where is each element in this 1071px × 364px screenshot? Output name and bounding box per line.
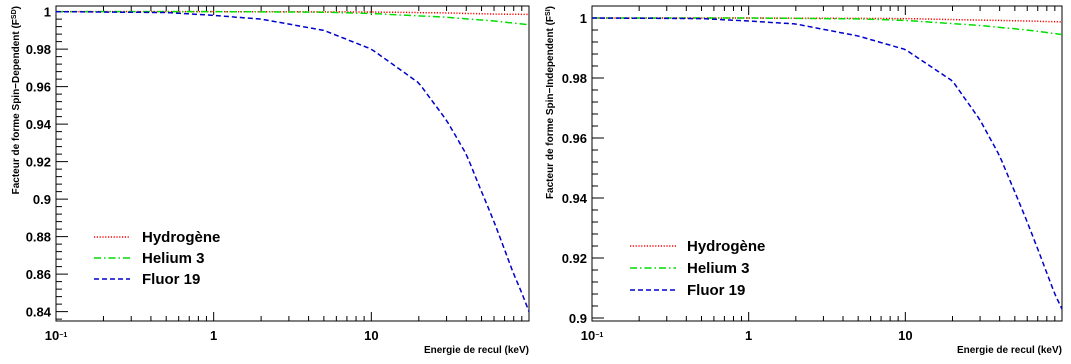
series-line-fluor-19 <box>592 17 1063 310</box>
y-tick-label: 0.94 <box>562 191 588 206</box>
y-tick-label: 0.96 <box>26 80 51 95</box>
y-tick-label: 0.98 <box>26 42 51 57</box>
y-axis-title-text: Facteur de forme Spin−Independent (F <box>545 16 556 199</box>
x-axis-title: Energie de recul (keV) <box>957 345 1062 356</box>
legend-label: Hydrogène <box>142 229 220 246</box>
y-tick-label: 0.92 <box>562 251 587 266</box>
y-axis-title: Facteur de forme Spin−Dependent (FSD) <box>11 6 23 194</box>
legend-label: Hydrogène <box>687 238 765 255</box>
x-tick-label-base: 10 <box>45 328 59 343</box>
x-tick-label-exponent: −1 <box>59 332 67 339</box>
plot-frame <box>591 5 1063 322</box>
y-axis-title-text: Facteur de forme Spin−Dependent (F <box>11 19 22 194</box>
x-tick-label: 10 <box>898 328 912 343</box>
y-tick-label: 1 <box>580 11 587 26</box>
x-tick-label-exponent: −1 <box>595 332 603 339</box>
legend-label: Fluor 19 <box>687 282 745 299</box>
y-axis-title-superscript: SI <box>545 9 552 16</box>
legend: Hydrogène Helium 3 Fluor 19 <box>94 229 220 288</box>
y-tick-label: 0.96 <box>562 131 587 146</box>
legend-label: Helium 3 <box>142 250 205 267</box>
y-axis-title-close: ) <box>11 6 22 9</box>
x-tick-label: 1 <box>745 328 752 343</box>
x-tick-label: 10 <box>364 328 378 343</box>
series-line-helium-3 <box>56 10 530 26</box>
y-tick-label: 0.86 <box>26 267 51 282</box>
y-tick-label: 0.88 <box>26 230 51 245</box>
y-axis-title-close: ) <box>545 6 556 9</box>
y-tick-label: 0.9 <box>569 311 587 326</box>
plot-frame <box>55 5 530 322</box>
y-tick-label: 0.98 <box>562 71 587 86</box>
x-tick-label: 10−1 <box>581 328 604 343</box>
x-tick-label: 10−1 <box>45 328 68 343</box>
chart-panel-spin-dependent: 10−1 1 100.840.860.880.90.920.940.960.981E… <box>11 5 530 356</box>
x-tick-label: 1 <box>210 328 217 343</box>
y-tick-label: 0.84 <box>26 305 52 320</box>
y-tick-label: 1 <box>44 5 51 20</box>
series-line-helium-3 <box>592 17 1063 36</box>
y-tick-label: 0.92 <box>26 155 51 170</box>
x-axis-title: Energie de recul (keV) <box>424 345 529 356</box>
x-tick-label-base: 10 <box>581 328 595 343</box>
legend-label: Helium 3 <box>687 260 750 277</box>
series-line-fluor-19 <box>55 10 530 312</box>
y-tick-label: 0.9 <box>33 192 51 207</box>
y-tick-label: 0.94 <box>26 117 52 132</box>
legend-label: Fluor 19 <box>142 271 200 288</box>
y-axis-title-superscript: SD <box>11 9 18 19</box>
legend: Hydrogène Helium 3 Fluor 19 <box>630 238 765 299</box>
y-axis-title: Facteur de forme Spin−Independent (FSI) <box>545 6 557 199</box>
